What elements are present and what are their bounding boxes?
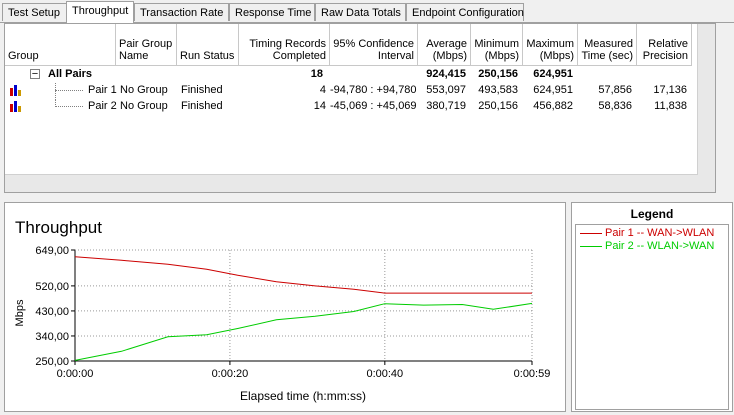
chart-canvas: Throughput Mbps Elapsed time (h:mm:ss) 6… [14, 218, 551, 403]
tree-line [55, 90, 83, 92]
maximum-cell: 624,951 [533, 84, 573, 96]
records-cell: 4 [319, 84, 326, 96]
run-status: Finished [181, 100, 223, 112]
results-table: Group Pair Group Name Run Status Timing R… [4, 23, 716, 193]
column-header-run-status[interactable]: Run Status [177, 24, 239, 66]
pair-name: Pair 1 [88, 84, 117, 96]
tab-strip: Test Setup Throughput Transaction Rate R… [0, 0, 734, 23]
run-status: Finished [181, 84, 223, 96]
x-tick-label: 0:00:59 [514, 368, 551, 380]
horizontal-scrollbar[interactable] [5, 174, 698, 192]
tab-raw-data-totals[interactable]: Raw Data Totals [315, 3, 406, 21]
legend-panel: Legend Pair 1 -- WAN->WLAN Pair 2 -- WLA… [571, 202, 733, 412]
tab-test-setup[interactable]: Test Setup [2, 3, 67, 21]
series-line-2 [74, 302, 533, 361]
column-header-minimum[interactable]: Minimum (Mbps) [471, 24, 523, 66]
y-axis-label: Mbps [14, 299, 26, 326]
vertical-scrollbar[interactable] [697, 24, 715, 192]
x-tick-label: 0:00:00 [57, 368, 94, 380]
measured-time-cell: 58,836 [598, 100, 632, 112]
pair-group-name: No Group [120, 84, 168, 96]
table-row-all-pairs[interactable]: − All Pairs 18 924,415 250,156 624,951 [5, 67, 715, 82]
column-header-relative-precision[interactable]: Relative Precision [637, 24, 692, 66]
x-tick-label: 0:00:20 [212, 368, 249, 380]
y-tick-label: 250,00 [35, 356, 69, 368]
records-cell: 14 [313, 100, 326, 112]
tree-line [55, 106, 83, 108]
column-header-measured-time[interactable]: Measured Time (sec) [578, 24, 637, 66]
group-label: All Pairs [48, 68, 93, 80]
average-cell: 380,719 [426, 100, 466, 112]
legend-list: Pair 1 -- WAN->WLAN Pair 2 -- WLAN->WAN [575, 224, 729, 410]
table-row[interactable]: Pair 1 No Group Finished 4 -94,780 : +94… [5, 83, 715, 98]
pair-name: Pair 2 [88, 100, 117, 112]
legend-item-pair-1[interactable]: Pair 1 -- WAN->WLAN [580, 227, 714, 240]
legend-swatch [580, 232, 602, 234]
average-cell: 553,097 [426, 84, 466, 96]
measured-time-cell: 57,856 [598, 84, 632, 96]
table-row[interactable]: Pair 2 No Group Finished 14 -45,069 : +4… [5, 99, 715, 114]
column-header-confidence-interval[interactable]: 95% Confidence Interval [330, 24, 418, 66]
pair-group-name: No Group [120, 100, 168, 112]
minimum-cell: 250,156 [478, 68, 518, 80]
x-tick-label: 0:00:40 [366, 368, 403, 380]
throughput-chart: Throughput Mbps Elapsed time (h:mm:ss) 6… [4, 202, 566, 412]
legend-swatch [580, 245, 602, 247]
legend-title: Legend [630, 207, 674, 221]
pair-chart-icon [10, 101, 21, 112]
y-tick-label: 340,00 [35, 331, 69, 343]
records-cell: 18 [310, 68, 323, 80]
column-header-pair-group-name[interactable]: Pair Group Name [116, 24, 177, 66]
minimum-cell: 493,583 [478, 84, 518, 96]
tab-response-time[interactable]: Response Time [229, 3, 315, 21]
maximum-cell: 624,951 [533, 68, 573, 80]
confidence-cell: -45,069 : +45,069 [330, 100, 417, 112]
y-tick-label: 520,00 [35, 281, 69, 293]
pair-chart-icon [10, 85, 21, 96]
precision-cell: 17,136 [653, 84, 687, 96]
collapse-toggle-icon[interactable]: − [30, 68, 40, 80]
column-header-group[interactable]: Group [5, 24, 116, 66]
y-tick-label: 430,00 [35, 306, 69, 318]
column-header-average[interactable]: Average (Mbps) [418, 24, 471, 66]
x-axis-label: Elapsed time (h:mm:ss) [240, 389, 366, 403]
minimum-cell: 250,156 [478, 100, 518, 112]
average-cell: 924,415 [426, 68, 466, 80]
precision-cell: 11,838 [654, 100, 687, 112]
confidence-cell: -94,780 : +94,780 [330, 84, 417, 96]
y-tick-label: 649,00 [35, 245, 69, 257]
maximum-cell: 456,882 [533, 100, 573, 112]
tab-throughput[interactable]: Throughput [66, 1, 134, 23]
tab-endpoint-configuration[interactable]: Endpoint Configuration [406, 3, 524, 21]
tree-line [55, 99, 57, 107]
legend-item-pair-2[interactable]: Pair 2 -- WLAN->WAN [580, 240, 714, 253]
table-header: Group Pair Group Name Run Status Timing R… [5, 24, 715, 66]
series-line-1 [74, 256, 532, 294]
column-header-timing-records[interactable]: Timing Records Completed [239, 24, 330, 66]
chart-title: Throughput [15, 218, 102, 237]
column-header-maximum[interactable]: Maximum (Mbps) [523, 24, 578, 66]
tab-transaction-rate[interactable]: Transaction Rate [134, 3, 229, 21]
side-gutter [718, 23, 733, 193]
